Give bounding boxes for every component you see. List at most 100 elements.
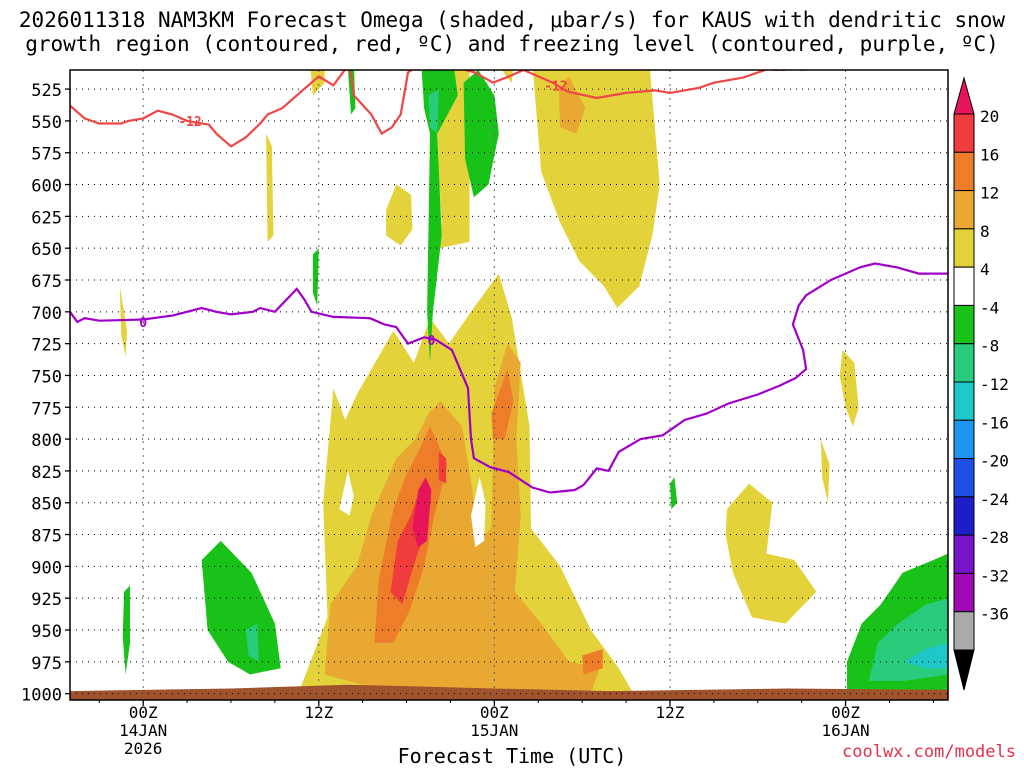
omega-region-26 <box>122 585 130 675</box>
ground-terrain <box>70 684 948 700</box>
y-tick-label-725: 725 <box>31 336 62 356</box>
chart-title-line-1: 2026011318 NAM3KM Forecast Omega (shaded… <box>18 8 1006 32</box>
omega-region-18 <box>412 477 432 548</box>
colorbar-swatch-11 <box>953 534 975 574</box>
colorbar: 20 16 12 8 4 -4 -8 -12 -16 -20 -24 -28 -32 -36 <box>953 76 1009 691</box>
colorbar-swatch-13 <box>953 611 975 651</box>
omega-region-19 <box>471 477 486 548</box>
x-tick-label: 00Z <box>480 703 509 722</box>
y-tick-label-875: 875 <box>31 527 62 547</box>
y-tick-label-750: 750 <box>31 367 62 387</box>
omega-region-17 <box>438 451 447 484</box>
freezing-contour-label: 0 <box>139 316 147 331</box>
omega-region-24 <box>312 248 319 306</box>
y-tick-label-925: 925 <box>31 590 62 610</box>
colorbar-label--20: -20 <box>980 452 1009 471</box>
x-tick-label: 00Z <box>831 703 860 722</box>
y-tick-label-600: 600 <box>31 177 62 197</box>
freezing-contour-label: 0 <box>428 334 436 349</box>
x-axis-title: Forecast Time (UTC) <box>397 744 627 768</box>
dgz-contour-line <box>70 70 807 148</box>
y-tick-label-625: 625 <box>31 208 62 228</box>
omega-region-2 <box>532 70 660 308</box>
y-tick-label-1000: 1000 <box>21 686 62 706</box>
omega-region-20 <box>339 470 354 516</box>
colorbar-label--28: -28 <box>980 528 1009 547</box>
omega-region-29 <box>245 623 259 662</box>
colorbar-label--12: -12 <box>980 375 1009 394</box>
dgz-contour-label: -12 <box>544 79 567 94</box>
colorbar-swatch-0 <box>953 113 975 153</box>
omega-region-8 <box>725 483 817 624</box>
colorbar-label-8: 8 <box>980 222 990 241</box>
y-tick-label-825: 825 <box>31 463 62 483</box>
y-tick-label-550: 550 <box>31 113 62 133</box>
colorbar-swatch-12 <box>953 572 975 613</box>
x-tick-date: 15JAN <box>470 721 518 740</box>
y-tick-label-900: 900 <box>31 558 62 578</box>
y-tick-label-850: 850 <box>31 495 62 515</box>
colorbar-swatch-5 <box>953 304 975 345</box>
plot-frame <box>69 69 949 701</box>
omega-region-14 <box>491 369 514 440</box>
contour-layer: -12 -12 -12 0 0 <box>70 60 948 494</box>
y-tick-label-975: 975 <box>31 654 62 674</box>
omega-region-9 <box>839 350 859 427</box>
colorbar-bottom-arrow <box>953 649 975 691</box>
colorbar-swatch-3 <box>953 228 975 268</box>
x-tick-label: 12Z <box>304 703 333 722</box>
y-tick-label-775: 775 <box>31 399 62 419</box>
colorbar-swatch-1 <box>953 151 975 192</box>
colorbar-label--24: -24 <box>980 490 1009 509</box>
colorbar-label--16: -16 <box>980 413 1009 432</box>
y-tick-label-800: 800 <box>31 431 62 451</box>
colorbar-swatch-8 <box>953 419 975 460</box>
omega-region-10 <box>820 439 830 503</box>
omega-region-23 <box>348 70 356 115</box>
grid-lines <box>70 70 948 700</box>
y-tick-label-650: 650 <box>31 240 62 260</box>
colorbar-label-4: 4 <box>980 260 990 279</box>
omega-region-31 <box>428 89 439 134</box>
freezing-level-contour <box>70 262 948 494</box>
omega-region-25 <box>201 540 281 675</box>
omega-region-6 <box>310 70 325 96</box>
colorbar-swatch-2 <box>953 190 975 230</box>
y-tick-label-700: 700 <box>31 304 62 324</box>
colorbar-label-12: 12 <box>980 184 999 203</box>
colorbar-top-arrow <box>953 76 975 115</box>
colorbar-label--8: -8 <box>980 337 999 356</box>
colorbar-label--4: -4 <box>980 298 999 317</box>
colorbar-label-16: 16 <box>980 145 999 164</box>
colorbar-label--36: -36 <box>980 605 1009 624</box>
colorbar-label-20: 20 <box>980 107 999 126</box>
omega-region-21 <box>421 70 458 363</box>
omega-region-7 <box>119 286 128 357</box>
dgz-contour-label: -12 <box>178 115 201 130</box>
chart-title-line-2: growth region (contoured, red, ºC) and f… <box>25 32 999 56</box>
x-tick-label: 00Z <box>129 703 158 722</box>
omega-region-32 <box>904 642 948 669</box>
dgz-contour-label: -12 <box>764 60 787 75</box>
axes-layer: 525 550 575 600 625 650 675 700 725 750 775 800 825 8… <box>21 81 934 758</box>
colorbar-swatch-9 <box>953 458 975 498</box>
colorbar-swatch-7 <box>953 381 975 421</box>
colorbar-swatch-10 <box>953 496 975 536</box>
y-tick-label-525: 525 <box>31 81 62 101</box>
omega-region-27 <box>670 477 678 510</box>
site-credit: coolwx.com/models <box>842 742 1016 762</box>
x-tick-date: 14JAN <box>119 721 167 740</box>
x-tick-date: 16JAN <box>821 721 869 740</box>
omega-region-5 <box>266 133 274 242</box>
colorbar-swatch-6 <box>953 343 975 383</box>
x-tick-year: 2026 <box>124 739 163 758</box>
y-tick-label-575: 575 <box>31 145 62 165</box>
x-tick-label: 12Z <box>656 703 685 722</box>
colorbar-swatch-4 <box>953 266 975 306</box>
omega-shading-layer <box>70 70 948 700</box>
y-tick-label-950: 950 <box>31 622 62 642</box>
y-tick-label-675: 675 <box>31 272 62 292</box>
omega-region-4 <box>386 184 413 246</box>
omega-region-22 <box>463 70 499 198</box>
